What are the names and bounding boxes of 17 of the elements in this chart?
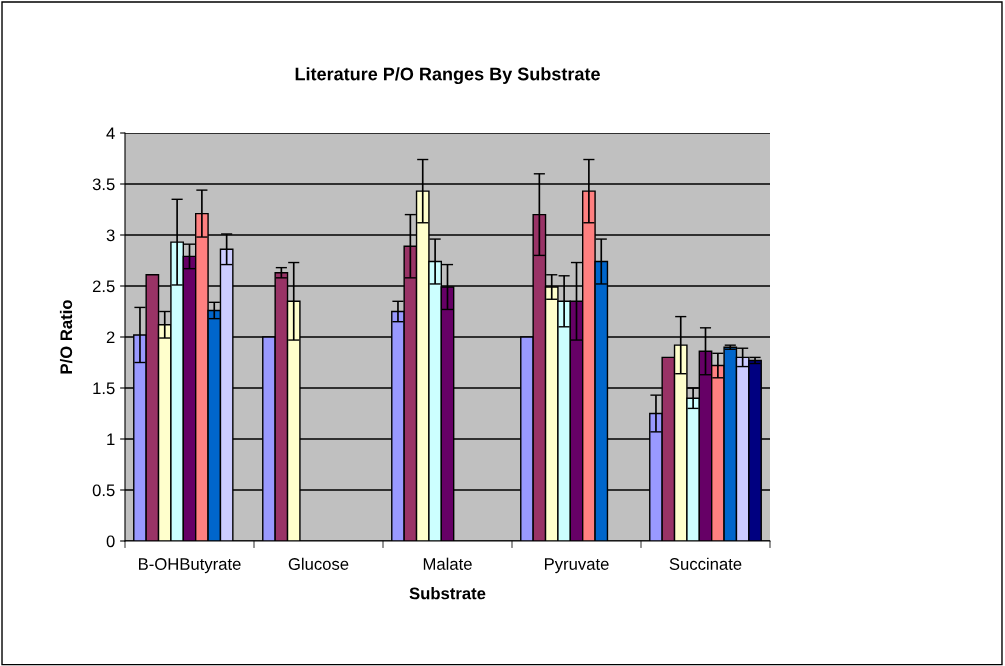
y-tick-label: 3.5 (92, 178, 115, 191)
y-tick-label: 0.5 (92, 484, 115, 497)
y-tick-label: 1 (107, 433, 115, 446)
y-tick-label: 2 (106, 331, 115, 344)
y-tick-label: 2.5 (92, 280, 115, 293)
y-tick-label: 4 (106, 127, 115, 140)
x-tick-label: Malate (423, 557, 472, 570)
x-tick-label: Glucose (288, 557, 349, 570)
y-axis-title: P/O Ratio (59, 300, 73, 374)
x-tick-label: Pyruvate (544, 558, 609, 574)
chart-title: Literature P/O Ranges By Substrate (295, 67, 600, 85)
x-tick-label: Succinate (669, 557, 742, 570)
y-tick-label: 1.5 (93, 382, 115, 395)
x-axis-title: Substrate (409, 587, 486, 600)
x-tick-label: B-OHButyrate (139, 558, 241, 574)
y-tick-label: 3 (106, 229, 115, 242)
y-tick-label: 0 (106, 535, 115, 548)
